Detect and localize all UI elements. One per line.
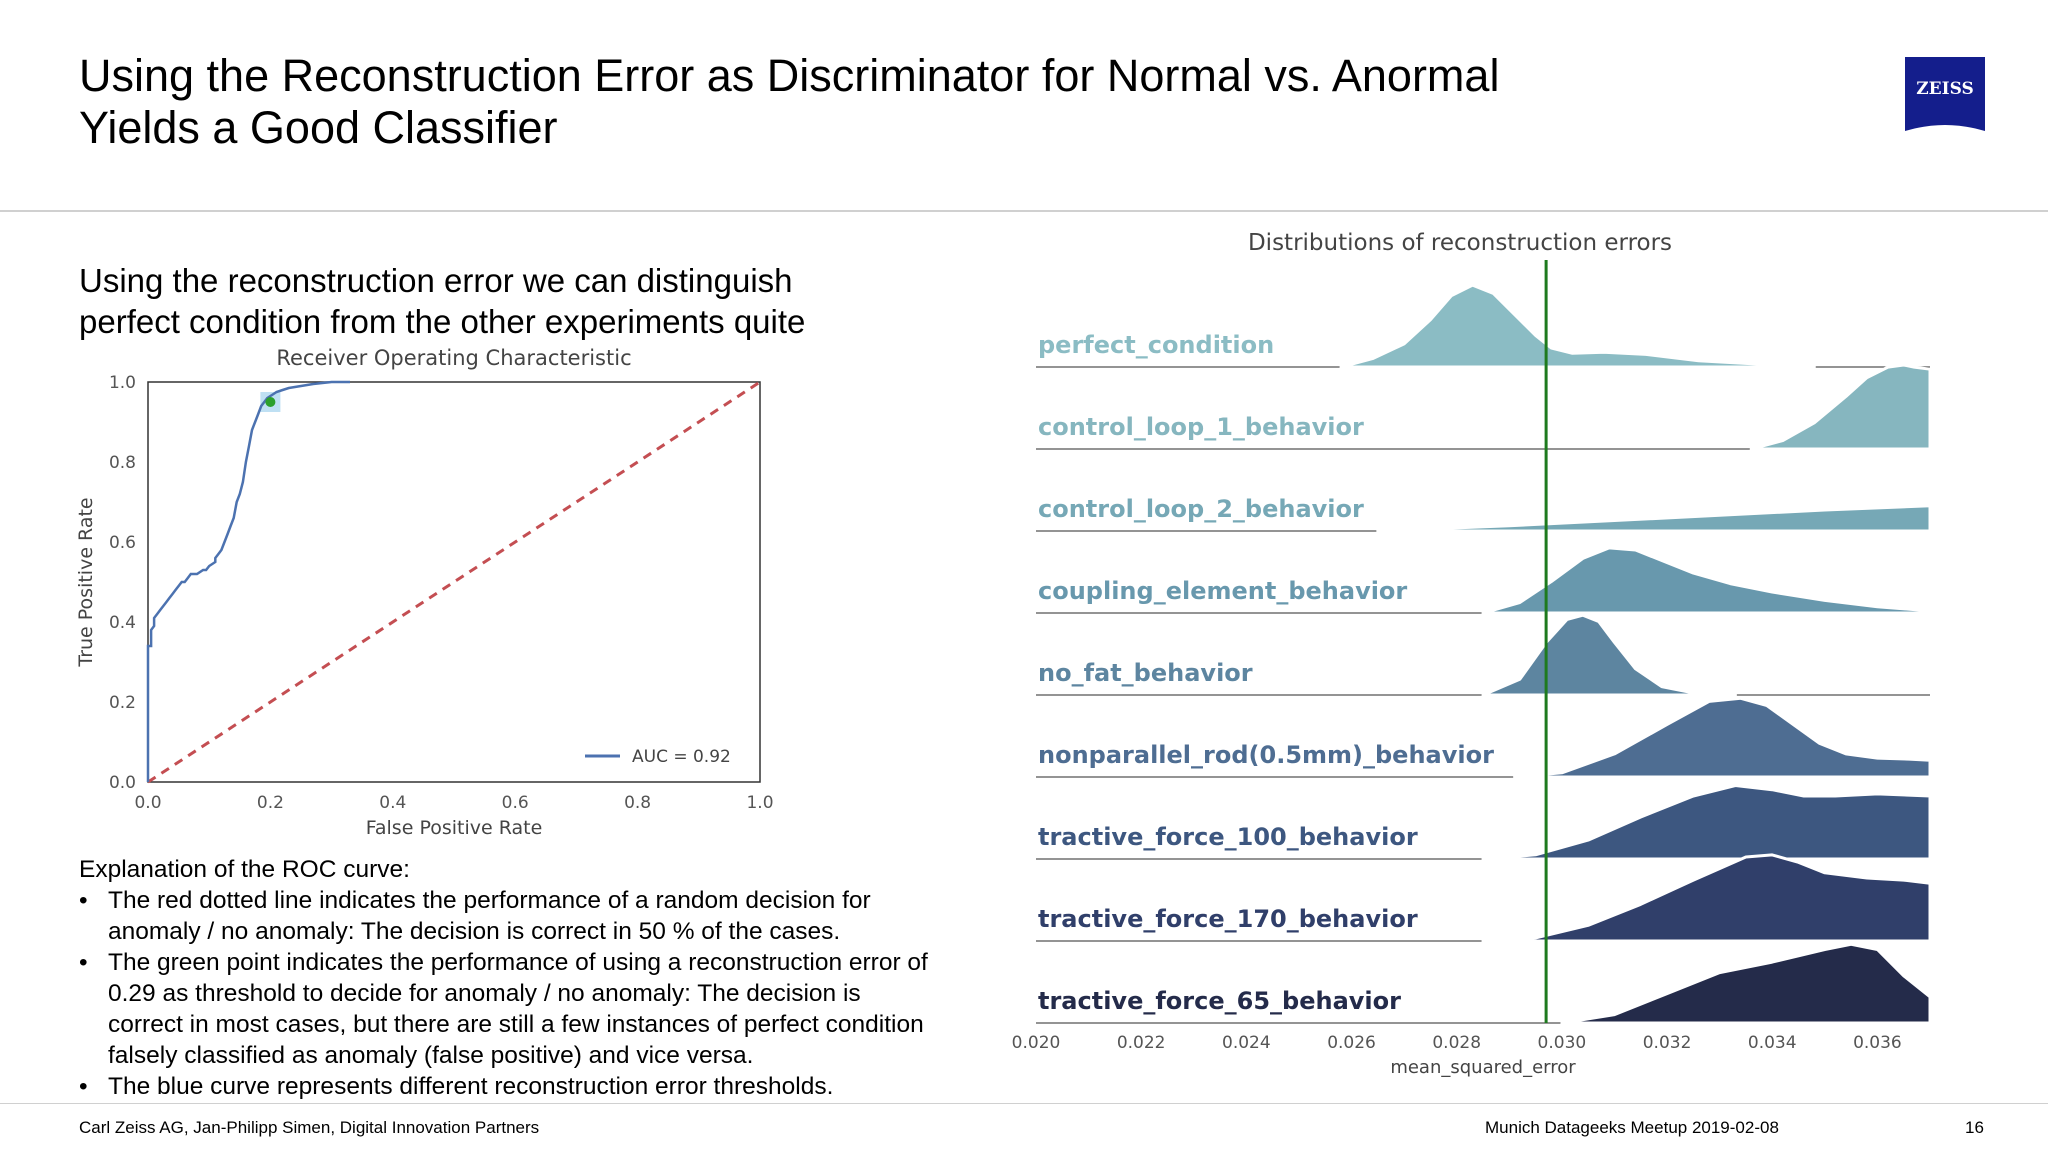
ridge-density-area bbox=[1481, 546, 1932, 615]
page-number: 16 bbox=[1965, 1118, 1984, 1137]
ridge-row: tractive_force_65_behavior bbox=[1036, 942, 1932, 1025]
slide-title: Using the Reconstruction Error as Discri… bbox=[79, 50, 1719, 154]
ridge-density-area bbox=[1481, 853, 1932, 943]
slide-title-line-1: Using the Reconstruction Error as Discri… bbox=[79, 50, 1500, 101]
roc-x-tick-label: 0.8 bbox=[624, 793, 651, 813]
roc-y-tick-label: 0.8 bbox=[109, 453, 136, 473]
ridge-density-area bbox=[1339, 283, 1816, 369]
roc-x-tick-label: 0.4 bbox=[379, 793, 406, 813]
ridge-row: no_fat_behavior bbox=[1036, 613, 1930, 697]
roc-random-line bbox=[147, 380, 761, 784]
ridge-density-area bbox=[1513, 696, 1932, 779]
ridge-density-area bbox=[1481, 613, 1737, 697]
ridge-series-label: tractive_force_100_behavior bbox=[1038, 823, 1418, 851]
ridge-row: control_loop_1_behavior bbox=[1036, 363, 1932, 451]
explanation-bullet-green-point: The green point indicates the performanc… bbox=[79, 947, 939, 1071]
subtitle: Using the reconstruction error we can di… bbox=[79, 260, 979, 342]
ridge-series-label: coupling_element_behavior bbox=[1038, 577, 1407, 605]
footer-divider bbox=[0, 1103, 2048, 1104]
ridge-x-tick-label: 0.020 bbox=[1012, 1033, 1061, 1053]
roc-y-axis-label: True Positive Rate bbox=[75, 497, 97, 667]
ridge-density-area bbox=[1481, 784, 1932, 861]
roc-y-tick-label: 0.2 bbox=[109, 693, 136, 713]
ridge-x-tick-label: 0.022 bbox=[1117, 1033, 1166, 1053]
roc-y-tick-label: 0.4 bbox=[109, 613, 136, 633]
explanation-bullet-blue-curve: The blue curve represents different reco… bbox=[79, 1071, 939, 1102]
slide-title-line-2: Yields a Good Classifier bbox=[79, 102, 558, 153]
ridge-x-tick-label: 0.032 bbox=[1643, 1033, 1692, 1053]
roc-explanation: Explanation of the ROC curve: The red do… bbox=[79, 854, 939, 1102]
ridge-x-tick-label: 0.026 bbox=[1327, 1033, 1376, 1053]
ridge-x-axis-label: mean_squared_error bbox=[1390, 1057, 1576, 1078]
ridge-density-area bbox=[1560, 942, 1932, 1025]
header-divider bbox=[0, 210, 2048, 212]
ridge-series-label: control_loop_1_behavior bbox=[1038, 413, 1364, 441]
zeiss-logo: ZEISS bbox=[1905, 57, 1985, 137]
ridge-density-area bbox=[1749, 363, 1932, 451]
ridge-row: coupling_element_behavior bbox=[1036, 546, 1932, 615]
svg-text:ZEISS: ZEISS bbox=[1916, 79, 1974, 99]
ridge-series-label: tractive_force_65_behavior bbox=[1038, 987, 1401, 1015]
ridge-series-label: perfect_condition bbox=[1038, 331, 1274, 359]
explanation-bullet-random-line: The red dotted line indicates the perfor… bbox=[79, 885, 939, 947]
roc-title: Receiver Operating Characteristic bbox=[276, 346, 631, 370]
ridge-x-tick-label: 0.036 bbox=[1853, 1033, 1902, 1053]
ridge-row: perfect_condition bbox=[1036, 283, 1930, 369]
subtitle-line-2: perfect condition from the other experim… bbox=[79, 303, 806, 340]
roc-legend-label: AUC = 0.92 bbox=[632, 747, 731, 767]
roc-curve-line bbox=[146, 380, 350, 782]
roc-x-axis-label: False Positive Rate bbox=[366, 817, 543, 839]
ridge-density-area bbox=[1376, 504, 1932, 533]
roc-x-tick-label: 0.6 bbox=[502, 793, 529, 813]
roc-y-tick-label: 0.0 bbox=[109, 773, 136, 793]
footer-authors: Carl Zeiss AG, Jan-Philipp Simen, Digita… bbox=[79, 1118, 540, 1137]
ridge-x-tick-label: 0.024 bbox=[1222, 1033, 1271, 1053]
explanation-list: The red dotted line indicates the perfor… bbox=[79, 885, 939, 1102]
roc-y-tick-label: 1.0 bbox=[109, 373, 136, 393]
ridge-series-label: no_fat_behavior bbox=[1038, 659, 1253, 687]
ridge-series-label: nonparallel_rod(0.5mm)_behavior bbox=[1038, 741, 1494, 769]
ridge-row: tractive_force_100_behavior bbox=[1036, 784, 1932, 861]
explanation-heading: Explanation of the ROC curve: bbox=[79, 856, 410, 883]
ridge-x-tick-label: 0.034 bbox=[1748, 1033, 1797, 1053]
reconstruction-error-ridge-chart: Distributions of reconstruction errors pe… bbox=[1012, 230, 1932, 1078]
roc-x-tick-label: 0.2 bbox=[257, 793, 284, 813]
roc-x-tick-label: 0.0 bbox=[134, 793, 161, 813]
ridge-row: tractive_force_170_behavior bbox=[1036, 853, 1932, 943]
ridge-row: control_loop_2_behavior bbox=[1036, 495, 1932, 533]
ridge-series-label: tractive_force_170_behavior bbox=[1038, 905, 1418, 933]
ridge-x-tick-label: 0.030 bbox=[1538, 1033, 1587, 1053]
roc-x-tick-label: 1.0 bbox=[746, 793, 773, 813]
ridge-x-tick-label: 0.028 bbox=[1432, 1033, 1481, 1053]
footer-event: Munich Datageeks Meetup 2019-02-08 bbox=[1485, 1118, 1779, 1137]
roc-chart: Receiver Operating Characteristic 0.0 0.2 0… bbox=[75, 346, 774, 839]
roc-operating-point bbox=[265, 397, 276, 407]
ridge-row: nonparallel_rod(0.5mm)_behavior bbox=[1036, 696, 1932, 779]
ridge-title: Distributions of reconstruction errors bbox=[1248, 230, 1672, 256]
subtitle-line-1: Using the reconstruction error we can di… bbox=[79, 262, 793, 299]
roc-y-tick-label: 0.6 bbox=[109, 533, 136, 553]
ridge-series-label: control_loop_2_behavior bbox=[1038, 495, 1364, 523]
